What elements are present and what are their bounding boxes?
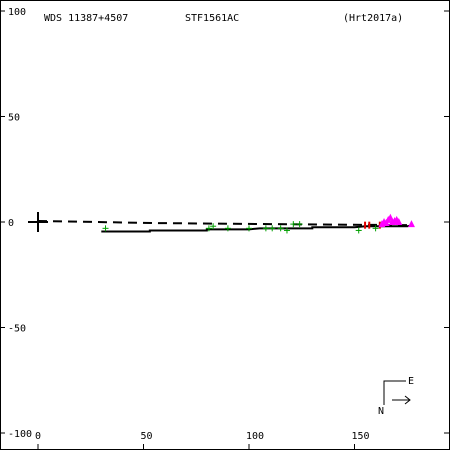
obs-plus-point	[277, 225, 284, 232]
obs-plus-point	[224, 225, 231, 232]
obs-plus-point	[372, 225, 379, 232]
obs-plus-point	[269, 225, 276, 232]
right-ticks	[444, 10, 450, 434]
reference: (Hrt2017a)	[343, 13, 403, 24]
compass-arrow-head	[404, 395, 411, 405]
x-tick-label: 100	[246, 431, 264, 442]
obs-plus-point	[290, 221, 297, 228]
orbit-solid-line	[101, 224, 414, 233]
x-tick-label: 50	[141, 431, 153, 442]
obs-plus-point	[262, 225, 269, 232]
discoverer-id: STF1561AC	[185, 13, 239, 24]
compass-east-label: E	[408, 376, 414, 387]
compass: E N	[378, 376, 414, 417]
x-axis: 0 50 100 150	[35, 431, 370, 450]
wds-id: WDS 11387+4507	[44, 13, 128, 24]
obs-plus-point	[102, 225, 109, 232]
y-axis: 100 50 0 -50 -100	[0, 7, 32, 440]
compass-east-line	[383, 380, 406, 405]
y-tick-label: -50	[8, 324, 26, 335]
orbit-dashed-line	[37, 219, 408, 227]
x-tick-label: 150	[352, 431, 370, 442]
obs-plus-point	[205, 225, 212, 232]
obs-plus-point	[355, 227, 362, 234]
compass-north-label: N	[378, 406, 384, 417]
y-tick-label: 0	[8, 218, 14, 229]
observations	[102, 213, 415, 234]
obs-plus-point	[210, 223, 217, 230]
y-tick-label: 50	[8, 113, 20, 124]
obs-plus-point	[296, 221, 303, 228]
y-tick-label: 100	[8, 7, 26, 18]
obs-plus-point	[283, 227, 290, 234]
obs-plus-point	[246, 225, 252, 232]
x-tick-label: 0	[35, 431, 41, 442]
y-tick-label: -100	[8, 429, 32, 440]
obs-triangle-point	[395, 218, 403, 225]
obs-triangle-point	[407, 220, 415, 228]
